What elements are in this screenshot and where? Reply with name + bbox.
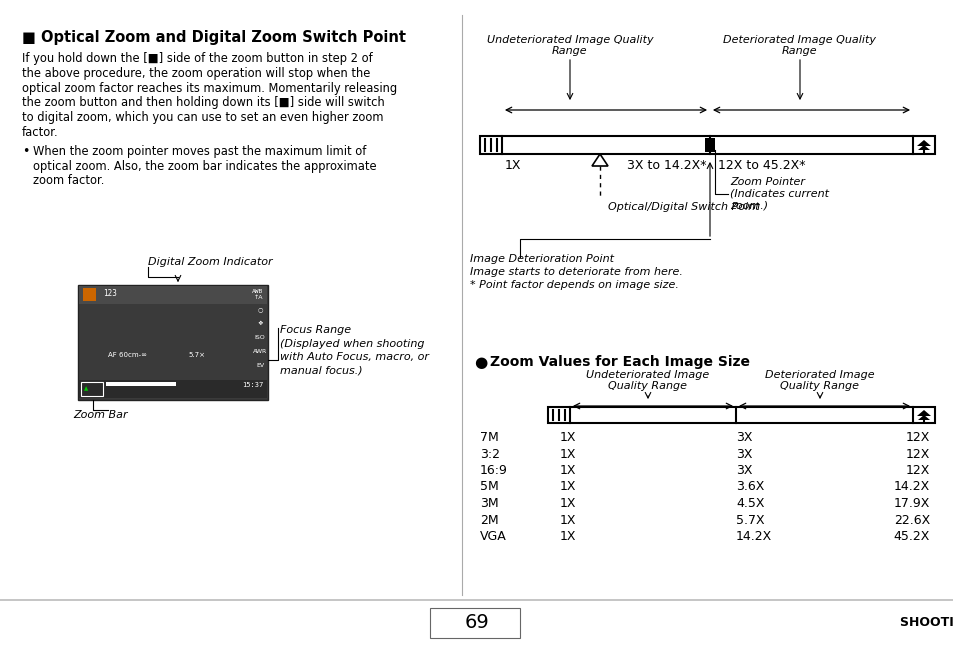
Text: Undeteriorated Image: Undeteriorated Image	[586, 370, 709, 380]
Text: 45.2X: 45.2X	[893, 530, 929, 543]
Bar	[704, 138, 714, 152]
Bar	[81, 382, 103, 396]
Text: 123: 123	[103, 289, 117, 298]
Text: ▲: ▲	[84, 386, 89, 391]
Text: Range: Range	[781, 46, 817, 56]
Text: Focus Range
(Displayed when shooting
with Auto Focus, macro, or
manual focus.): Focus Range (Displayed when shooting wit…	[280, 325, 429, 376]
Text: 12X: 12X	[904, 431, 929, 444]
Text: 2M: 2M	[479, 514, 498, 526]
Text: AWR: AWR	[253, 349, 267, 354]
Text: 3.6X: 3.6X	[735, 481, 763, 494]
Text: 12X: 12X	[904, 464, 929, 477]
Text: 1X: 1X	[559, 448, 576, 461]
Bar	[79, 380, 267, 398]
Text: 3X: 3X	[735, 464, 752, 477]
Text: 17.9X: 17.9X	[893, 497, 929, 510]
Text: Digital Zoom Indicator: Digital Zoom Indicator	[148, 257, 273, 267]
Text: EV: EV	[255, 363, 264, 368]
Bar	[430, 608, 519, 638]
Text: 1X: 1X	[559, 464, 576, 477]
Text: Image starts to deteriorate from here.: Image starts to deteriorate from here.	[470, 267, 682, 277]
Text: 3X to 14.2X*: 3X to 14.2X*	[627, 159, 706, 172]
Text: AWB: AWB	[252, 289, 263, 294]
Text: 1X: 1X	[559, 497, 576, 510]
Text: 3X: 3X	[735, 431, 752, 444]
Text: zoom factor.: zoom factor.	[33, 174, 104, 187]
Text: •: •	[22, 145, 30, 158]
Text: the above procedure, the zoom operation will stop when the: the above procedure, the zoom operation …	[22, 67, 370, 80]
Text: Zoom Values for Each Image Size: Zoom Values for Each Image Size	[490, 355, 749, 369]
Text: the zoom button and then holding down its [■] side will switch: the zoom button and then holding down it…	[22, 96, 384, 109]
Text: Quality Range: Quality Range	[608, 381, 687, 391]
Text: 5M: 5M	[479, 481, 498, 494]
Text: VGA: VGA	[479, 530, 506, 543]
Text: 1X: 1X	[504, 159, 521, 172]
Text: optical zoom. Also, the zoom bar indicates the approximate: optical zoom. Also, the zoom bar indicat…	[33, 160, 376, 172]
Bar	[912, 136, 934, 154]
Polygon shape	[917, 145, 929, 150]
Text: 7M: 7M	[479, 431, 498, 444]
Text: SHOOTING A SNAPSHOT: SHOOTING A SNAPSHOT	[899, 616, 953, 629]
Text: 1X: 1X	[559, 481, 576, 494]
Text: 1X: 1X	[559, 530, 576, 543]
Text: ❖: ❖	[257, 321, 262, 326]
Text: 1X: 1X	[559, 431, 576, 444]
Polygon shape	[916, 140, 930, 146]
Bar	[547, 407, 569, 423]
Text: factor.: factor.	[22, 126, 58, 139]
Text: Image Deterioration Point: Image Deterioration Point	[470, 254, 614, 264]
Text: 3X: 3X	[735, 448, 752, 461]
Text: 1X: 1X	[559, 514, 576, 526]
Text: 5.7X: 5.7X	[735, 514, 763, 526]
Text: Range: Range	[552, 46, 587, 56]
Text: ■ Optical Zoom and Digital Zoom Switch Point: ■ Optical Zoom and Digital Zoom Switch P…	[22, 30, 406, 45]
Polygon shape	[917, 415, 929, 420]
Text: 16:9: 16:9	[479, 464, 507, 477]
Text: ISO: ISO	[254, 335, 265, 340]
Text: 4.5X: 4.5X	[735, 497, 763, 510]
Text: Zoom Bar: Zoom Bar	[73, 410, 128, 420]
Bar	[78, 285, 268, 400]
Text: AF 60cm-∞: AF 60cm-∞	[108, 352, 147, 358]
Text: 14.2X: 14.2X	[893, 481, 929, 494]
Text: Quality Range: Quality Range	[780, 381, 859, 391]
Bar	[479, 136, 501, 154]
Polygon shape	[592, 154, 607, 166]
Text: 5.7×: 5.7×	[188, 352, 205, 358]
Text: 12X to 45.2X*: 12X to 45.2X*	[718, 159, 804, 172]
Text: optical zoom factor reaches its maximum. Momentarily releasing: optical zoom factor reaches its maximum.…	[22, 81, 396, 94]
Text: 22.6X: 22.6X	[893, 514, 929, 526]
Bar	[79, 286, 267, 304]
Bar	[912, 407, 934, 423]
Text: When the zoom pointer moves past the maximum limit of: When the zoom pointer moves past the max…	[33, 145, 366, 158]
Text: Undeteriorated Image Quality: Undeteriorated Image Quality	[486, 35, 653, 45]
Text: 12X: 12X	[904, 448, 929, 461]
Text: Zoom Pointer: Zoom Pointer	[729, 177, 804, 187]
Text: to digital zoom, which you can use to set an even higher zoom: to digital zoom, which you can use to se…	[22, 111, 383, 124]
Text: 14.2X: 14.2X	[735, 530, 771, 543]
Text: If you hold down the [■] side of the zoom button in step 2 of: If you hold down the [■] side of the zoo…	[22, 52, 373, 65]
Text: ○: ○	[257, 307, 262, 312]
Text: Optical/Digital Switch Point: Optical/Digital Switch Point	[607, 202, 759, 212]
Text: ●: ●	[474, 355, 487, 370]
Bar	[83, 288, 96, 301]
Text: 3:2: 3:2	[479, 448, 499, 461]
Bar	[106, 382, 175, 386]
Polygon shape	[916, 410, 930, 416]
Text: Deteriorated Image Quality: Deteriorated Image Quality	[722, 35, 876, 45]
Text: 69: 69	[464, 614, 489, 632]
Text: zoom.): zoom.)	[729, 201, 767, 211]
Text: ↑A: ↑A	[253, 295, 263, 300]
Text: 15:37: 15:37	[241, 382, 263, 388]
Text: Deteriorated Image: Deteriorated Image	[764, 370, 874, 380]
Text: 3M: 3M	[479, 497, 498, 510]
Text: (Indicates current: (Indicates current	[729, 189, 828, 199]
Text: * Point factor depends on image size.: * Point factor depends on image size.	[470, 280, 679, 290]
